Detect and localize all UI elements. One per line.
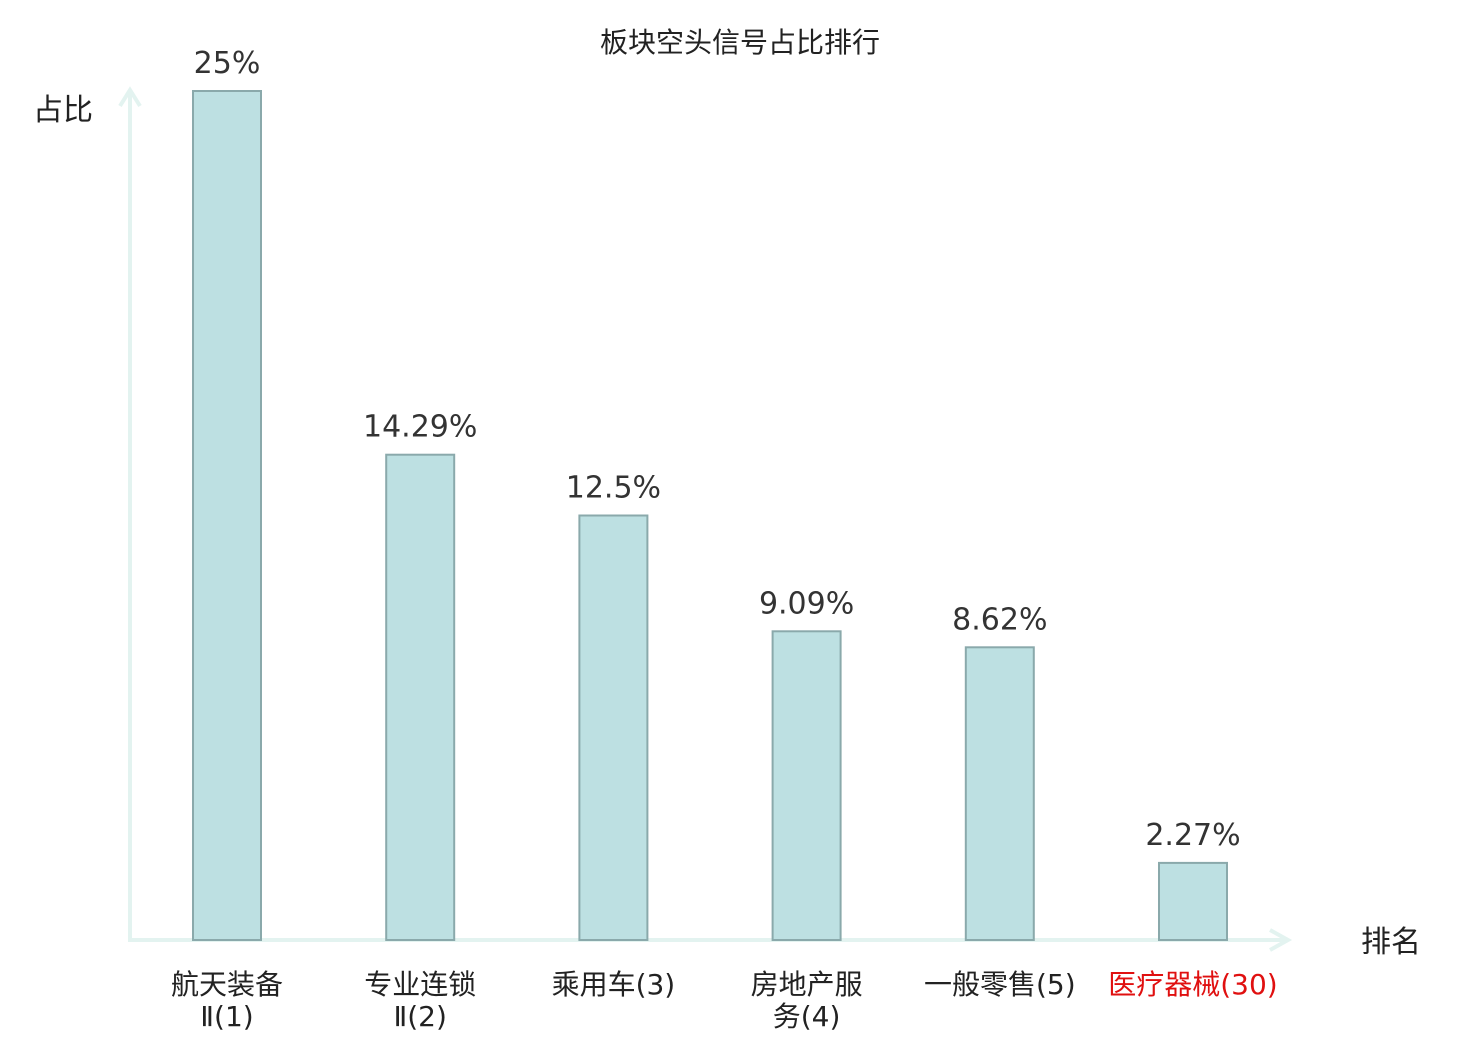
category-label-1: 航天装备 bbox=[171, 968, 283, 1001]
category-label-1-line2: Ⅱ(1) bbox=[200, 1000, 253, 1033]
category-label-5: 一般零售(5) bbox=[924, 968, 1076, 1001]
bar-2 bbox=[385, 453, 456, 941]
category-label-4: 房地产服 bbox=[751, 968, 863, 1001]
category-label-6: 医疗器械(30) bbox=[1108, 968, 1277, 1001]
x-axis-label: 排名 bbox=[1361, 925, 1421, 960]
category-label-2: 专业连锁 bbox=[364, 968, 476, 1001]
value-label-2: 14.29% bbox=[363, 410, 477, 445]
value-label-1: 25% bbox=[194, 46, 261, 81]
value-labels-group: 25% 14.29% 12.5% 9.09% 8.62% 2.27% bbox=[194, 46, 1241, 853]
y-axis-arrow bbox=[118, 86, 142, 108]
value-label-4: 9.09% bbox=[759, 586, 854, 621]
y-axis-label: 占比 bbox=[33, 93, 93, 128]
bars-group bbox=[192, 90, 1228, 942]
bar-3 bbox=[578, 514, 649, 941]
category-label-3: 乘用车(3) bbox=[552, 968, 676, 1001]
category-label-4-line2: 务(4) bbox=[773, 1000, 841, 1033]
bar-1 bbox=[192, 90, 262, 941]
value-label-5: 8.62% bbox=[952, 602, 1047, 637]
bar-6 bbox=[1158, 861, 1228, 942]
bar-4 bbox=[771, 630, 842, 941]
value-label-6: 2.27% bbox=[1145, 818, 1240, 853]
chart-title: 板块空头信号占比排行 bbox=[600, 26, 880, 59]
value-label-3: 12.5% bbox=[566, 471, 661, 506]
x-axis-arrow bbox=[1269, 928, 1293, 952]
category-label-2-line2: Ⅱ(2) bbox=[393, 1000, 446, 1033]
bar-5 bbox=[964, 646, 1035, 941]
